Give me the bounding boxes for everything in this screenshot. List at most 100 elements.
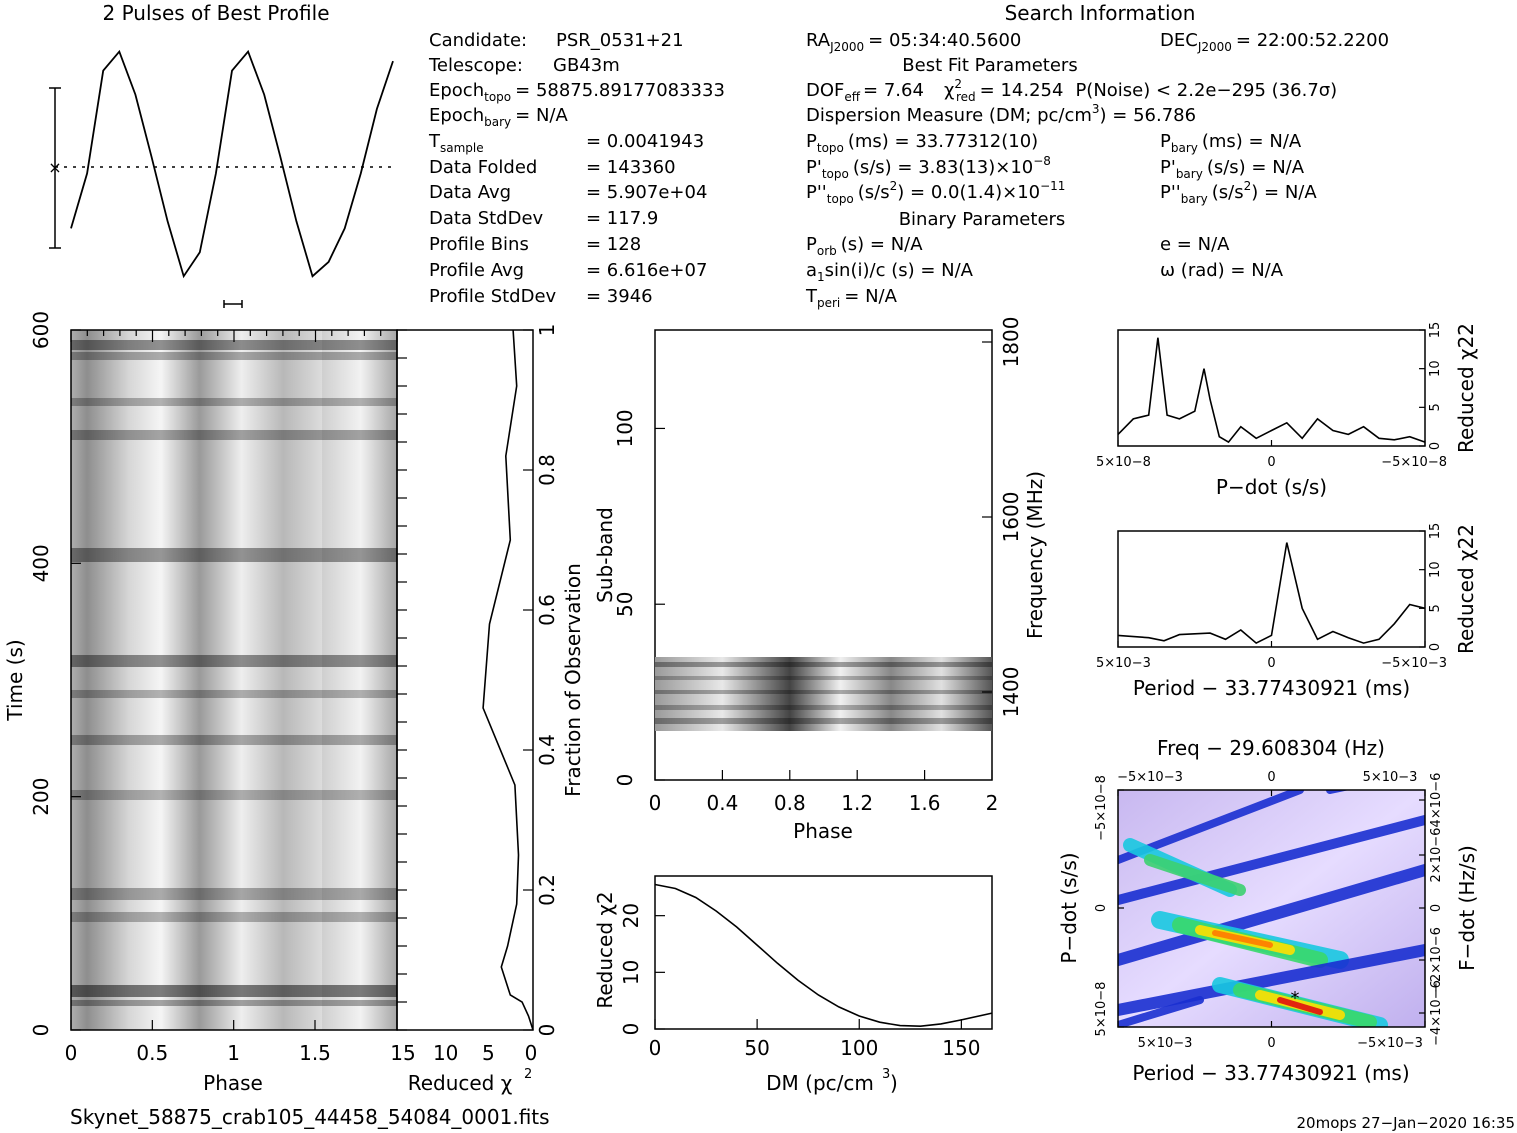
binary-title: Binary Parameters <box>899 209 1066 230</box>
x-tick-label: 15 <box>390 1041 415 1065</box>
y2-tick-label: 15 <box>1428 322 1443 339</box>
time-phase-heatmap <box>71 330 397 1030</box>
x-tick-label: −5×10−3 <box>1381 656 1447 671</box>
x-tick-label: 0.4 <box>706 791 738 815</box>
y2-tick-label: 2×10−6 <box>1429 828 1444 883</box>
x-tick-label: 1.5 <box>299 1041 331 1065</box>
x-tick-label: 1 <box>227 1041 240 1065</box>
x-tick-label: 50 <box>744 1036 769 1060</box>
svg-text:P'topo(s/s) = 3.83(13)×10−8: P'topo (s/s) = 3.83(13)×10−8 <box>806 154 1051 181</box>
profile-plot: × <box>48 49 397 308</box>
y2-tick-label: 0 <box>1429 904 1444 912</box>
ppdot-contour <box>1118 864 1425 966</box>
y-axis-title: P−dot (s/s) <box>1057 852 1081 963</box>
x-tick-label: 0 <box>525 1041 538 1065</box>
y-axis-title: Reduced χ2 <box>593 891 617 1008</box>
x-axis-title: Phase <box>793 819 853 843</box>
dm-chi2-line <box>654 883 993 1028</box>
y2-axis-title: Fraction of Observation <box>561 563 585 797</box>
x-axis-title: P−dot (s/s) <box>1216 475 1327 499</box>
x-tick-label: 1.6 <box>909 791 941 815</box>
y-tick-label: 100 <box>613 409 637 447</box>
info-left-row: Data Avg = 5.907e+04 <box>429 182 707 203</box>
y2-tick-label: 5 <box>1428 604 1443 612</box>
y-axis-title: Sub-band <box>593 507 617 603</box>
x-tick-label: 100 <box>840 1036 878 1060</box>
y-tick-label: 0 <box>619 1023 643 1036</box>
info-left-row: Tsample = 0.0041943 <box>428 131 704 155</box>
svg-text:P''topo(s/s2) = 0.0(1.4)×10−11: P''topo (s/s2) = 0.0(1.4)×10−11 <box>806 179 1065 206</box>
y-tick-label: −5×10−8 <box>1094 775 1109 841</box>
x-axis-title-sup: 3 <box>882 1067 890 1082</box>
time-phase-row <box>71 690 397 698</box>
profile-title: 2 Pulses of Best Profile <box>103 1 330 25</box>
y-axis-title: Time (s) <box>3 639 27 721</box>
x2-tick-label: −5×10−3 <box>1117 770 1183 785</box>
y2-tick-label: 0 <box>535 1024 559 1037</box>
x-tick-label: 0 <box>1267 656 1275 671</box>
y-tick-label: 400 <box>29 544 53 582</box>
ppdot-contour <box>1118 944 1425 1016</box>
y2-tick-label: 1 <box>535 324 559 337</box>
y2-tick-label: 0.8 <box>535 454 559 486</box>
x-tick-label: 5×10−3 <box>1096 656 1151 671</box>
y-tick-label: 600 <box>29 311 53 349</box>
info-left-row: Candidate: PSR_0531+21 <box>429 30 684 51</box>
ppdot-contour <box>1277 997 1323 1015</box>
svg-text:Ptopo(ms) = 33.77312(10): Ptopo (ms) = 33.77312(10) <box>806 131 1038 155</box>
y2-tick-label: 0.2 <box>535 874 559 906</box>
y2-tick-label: 10 <box>1428 561 1443 578</box>
best-fit-title: Best Fit Parameters <box>902 55 1077 76</box>
time-phase-row <box>71 352 397 360</box>
y-tick-label: 0 <box>613 774 637 787</box>
x-axis-title: DM (pc/cm <box>766 1071 874 1095</box>
x-tick-label: 0 <box>1267 455 1275 470</box>
svg-text:DECJ2000= 22:00:52.2200: DECJ2000 = 22:00:52.2200 <box>1160 30 1389 54</box>
time-phase-row <box>71 1000 397 1006</box>
info-left-row: Epochbary = N/A <box>429 105 568 129</box>
bin-width-marker <box>223 300 243 308</box>
x-tick-label: 0.5 <box>136 1041 168 1065</box>
y2-tick-label: −4×10−6 <box>1429 980 1444 1046</box>
x-axis-title: Period − 33.77430921 (ms) <box>1133 676 1410 700</box>
svg-text:Porb(s) = N/A: Porb (s) = N/A <box>806 234 923 258</box>
svg-text:Dispersion Measure (DM; pc/cm3: Dispersion Measure (DM; pc/cm3) = 56.786 <box>806 102 1196 126</box>
info-left-row: Profile Bins = 128 <box>429 234 641 255</box>
x-tick-label: 1.2 <box>841 791 873 815</box>
x-tick-label: 10 <box>433 1041 458 1065</box>
x-tick-label: 0 <box>1267 1036 1275 1051</box>
svg-text:ω (rad) = N/A: ω (rad) = N/A <box>1160 260 1284 281</box>
ppdot-plane-plot: * Freq − 29.608304 (Hz) −5×10−3 0 5×10−3 5×1… <box>1057 736 1479 1085</box>
x2-tick-label: 0 <box>1267 770 1275 785</box>
info-left-row: Profile StdDev = 3946 <box>429 286 653 307</box>
y2-tick-label: 0 <box>1428 643 1443 651</box>
ppdot-contour <box>1212 930 1273 948</box>
subband-row <box>655 690 992 694</box>
y2-tick-label: 1600 <box>999 492 1023 543</box>
y2-tick-label: 1800 <box>999 317 1023 368</box>
info-left-row: Data Folded = 143360 <box>429 157 676 178</box>
time-phase-plot: 0 0.5 1 1.5 Phase 0 200 400 600 Time (s) <box>3 311 398 1095</box>
subband-row <box>655 662 992 667</box>
profile-line <box>70 49 394 279</box>
time-phase-row <box>71 790 397 800</box>
y-tick-label: 200 <box>29 778 53 816</box>
chi2-fraction-plot: 15 10 5 0 Reduced χ 2 0 0.2 0.4 0.6 0.8 1 Fraction o… <box>390 324 585 1095</box>
x-axis-title: Phase <box>203 1071 263 1095</box>
svg-text:P''bary(s/s2) = N/A: P''bary (s/s2) = N/A <box>1160 179 1317 206</box>
y2-axis-title: Reduced χ22 <box>1454 323 1478 453</box>
y2-axis-title: Reduced χ22 <box>1454 524 1478 654</box>
svg-text:Pbary(ms) = N/A: Pbary (ms) = N/A <box>1160 131 1302 155</box>
x-tick-label: 5×10−8 <box>1096 455 1151 470</box>
info-left-block: Candidate: PSR_0531+21 Telescope: GB43m Epoc… <box>428 30 725 307</box>
svg-text:P'bary(s/s) = N/A: P'bary (s/s) = N/A <box>1160 157 1305 181</box>
time-phase-row <box>71 340 397 350</box>
x-tick-label: 2 <box>986 791 999 815</box>
svg-text:a1sin(i)/c (s) = N/A: a1sin(i)/c (s) = N/A <box>806 260 974 284</box>
chi2-line <box>1117 542 1426 645</box>
y2-tick-label: 1400 <box>999 667 1023 718</box>
x-tick-label: 5×10−3 <box>1138 1036 1193 1051</box>
y2-tick-label: 0 <box>1428 442 1443 450</box>
y2-tick-label: 4×10−6 <box>1429 773 1444 828</box>
